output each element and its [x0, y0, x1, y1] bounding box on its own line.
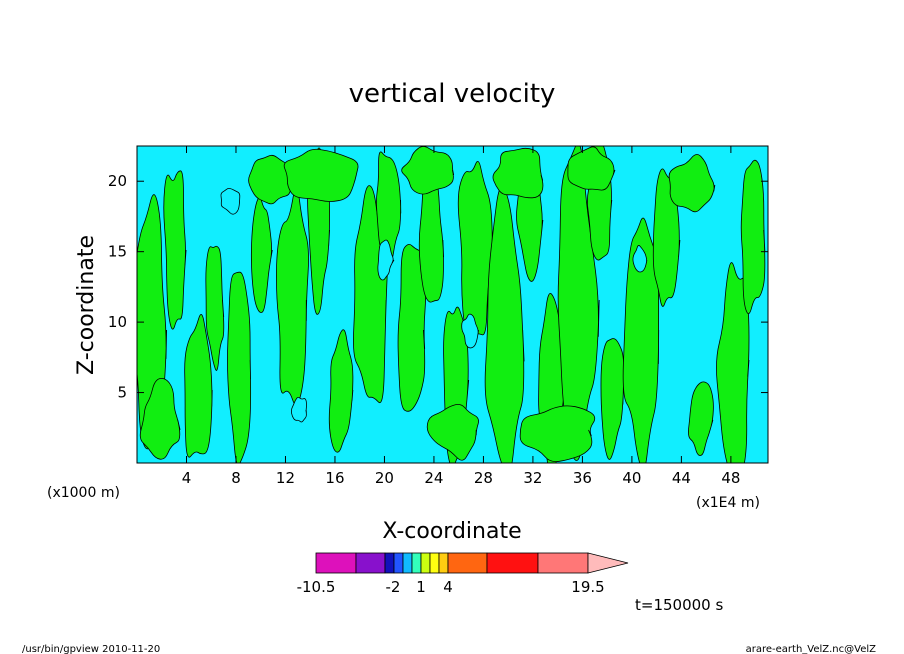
y-tick-label: 20	[108, 172, 127, 190]
colorbar-cell	[384, 552, 395, 574]
colorbar-cell	[420, 552, 431, 574]
contour-region	[484, 186, 525, 463]
time-label: t=150000 s	[635, 596, 723, 614]
x-unit-right: (x1E4 m)	[696, 495, 760, 511]
y-axis-ticks: 5 10 15 20	[108, 172, 768, 402]
contour-region	[139, 377, 181, 460]
contour-hole	[461, 313, 479, 349]
contour-region	[418, 168, 444, 303]
footer-left: /usr/bin/gpview 2010-11-20	[22, 644, 160, 654]
contour-region	[688, 381, 714, 456]
x-axis-ticks: 4 8 12 16 20 24 28 32 36 40 44 48	[182, 146, 740, 487]
contour-region	[600, 338, 625, 460]
x-tick-label: 28	[474, 469, 493, 487]
y-tick-label: 10	[108, 313, 127, 331]
chart-title: vertical velocity	[349, 79, 556, 109]
contour-region	[519, 405, 596, 463]
x-tick-label: 44	[672, 469, 691, 487]
x-tick-label: 24	[424, 469, 443, 487]
colorbar-label: 4	[443, 578, 453, 596]
contour-region	[283, 148, 359, 202]
colorbar-cell	[315, 552, 357, 574]
colorbar-cell	[486, 552, 539, 574]
y-axis-label: Z-coordinate	[74, 235, 99, 375]
x-unit-left: (x1000 m)	[47, 485, 120, 501]
colorbar-cell	[438, 552, 449, 574]
x-tick-label: 48	[721, 469, 740, 487]
x-tick-label: 20	[375, 469, 394, 487]
contour-regions	[137, 146, 766, 463]
colorbar-cell	[429, 552, 440, 574]
colorbar-cell	[402, 552, 413, 574]
colorbar-cell	[393, 552, 404, 574]
colorbar-label: 1	[416, 578, 426, 596]
y-tick-label: 5	[117, 384, 127, 402]
contour-region	[248, 154, 292, 205]
x-tick-label: 40	[622, 469, 641, 487]
colorbar: -10.5 -2 1 4 19.5	[297, 552, 629, 596]
colorbar-arrow	[587, 552, 629, 574]
contour-hole	[632, 245, 648, 273]
contour-region	[668, 154, 716, 213]
plot-frame	[136, 145, 769, 464]
colorbar-cell	[537, 552, 589, 574]
contour-region	[492, 147, 544, 199]
contour-hole	[291, 396, 307, 423]
contour-region	[567, 146, 616, 191]
colorbar-cell	[355, 552, 386, 574]
colorbar-cell	[411, 552, 422, 574]
contour-region	[426, 403, 479, 461]
contour-region	[163, 170, 187, 330]
contour-region	[740, 159, 766, 314]
contour-region	[227, 271, 252, 463]
x-tick-label: 4	[182, 469, 192, 487]
y-tick-label: 15	[108, 243, 127, 261]
contour-region	[205, 245, 225, 371]
x-tick-label: 36	[573, 469, 592, 487]
contour-region	[457, 160, 494, 336]
contour-hole	[220, 188, 241, 215]
contour-region	[184, 314, 213, 458]
x-tick-label: 16	[325, 469, 344, 487]
colorbar-label: 19.5	[571, 578, 604, 596]
x-tick-label: 12	[276, 469, 295, 487]
contour-region	[622, 217, 660, 463]
colorbar-cell	[447, 552, 488, 574]
footer-right: arare-earth_VelZ.nc@VelZ	[746, 644, 877, 654]
x-tick-label: 8	[231, 469, 241, 487]
colorbar-label: -2	[386, 578, 401, 596]
contour-hole	[377, 239, 395, 281]
contour-region	[250, 196, 273, 313]
x-axis-label: X-coordinate	[382, 519, 521, 544]
contour-region	[328, 329, 354, 453]
x-tick-label: 32	[523, 469, 542, 487]
contour-region	[401, 146, 455, 195]
colorbar-label: -10.5	[297, 578, 336, 596]
